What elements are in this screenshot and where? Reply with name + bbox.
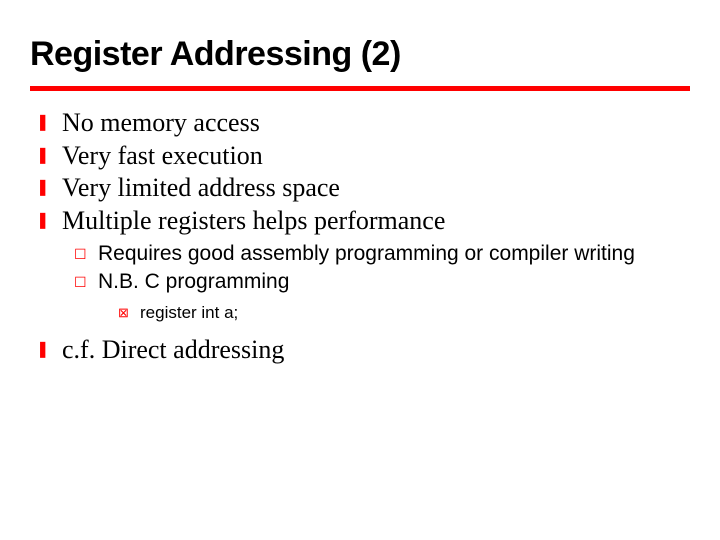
list-item: ❚ c.f. Direct addressing (36, 334, 690, 367)
item-text: register int a; (140, 302, 690, 324)
bullet-level1-icon: ❚ (36, 172, 62, 204)
bullet-level1-icon: ❚ (36, 205, 62, 237)
bullet-level1-icon: ❚ (36, 334, 62, 366)
list-item: ☐ Requires good assembly programming or … (74, 241, 690, 267)
level1-list: ❚ No memory access ❚ Very fast execution… (36, 107, 690, 237)
item-text: Multiple registers helps performance (62, 205, 690, 238)
bullet-level2-icon: ☐ (74, 269, 98, 295)
bullet-level3-icon: ⊠ (118, 302, 140, 324)
item-text: Requires good assembly programming or co… (98, 241, 690, 267)
list-item: ❚ Very limited address space (36, 172, 690, 205)
bullet-level1-icon: ❚ (36, 107, 62, 139)
item-text: Very fast execution (62, 140, 690, 173)
item-text: N.B. C programming (98, 269, 690, 295)
list-item: ☐ N.B. C programming (74, 269, 690, 295)
list-item: ❚ Multiple registers helps performance (36, 205, 690, 238)
list-item: ⊠ register int a; (118, 302, 690, 324)
list-item: ❚ No memory access (36, 107, 690, 140)
item-text: No memory access (62, 107, 690, 140)
item-text: c.f. Direct addressing (62, 334, 690, 367)
item-text: Very limited address space (62, 172, 690, 205)
level2-list: ☐ Requires good assembly programming or … (74, 241, 690, 296)
level3-list: ⊠ register int a; (118, 302, 690, 324)
list-item: ❚ Very fast execution (36, 140, 690, 173)
bullet-level1-icon: ❚ (36, 140, 62, 172)
title-underline (30, 86, 690, 91)
level1-list-continued: ❚ c.f. Direct addressing (36, 334, 690, 367)
bullet-level2-icon: ☐ (74, 241, 98, 267)
slide-title: Register Addressing (2) (30, 35, 690, 74)
